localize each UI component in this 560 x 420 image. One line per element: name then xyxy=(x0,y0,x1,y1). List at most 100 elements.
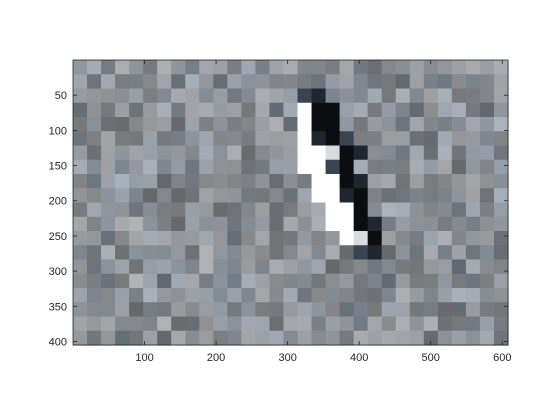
background-pixel xyxy=(255,302,271,318)
background-pixel xyxy=(115,330,130,346)
background-pixel xyxy=(493,60,509,75)
background-pixel xyxy=(73,145,88,161)
background-pixel xyxy=(381,330,397,346)
background-pixel xyxy=(157,288,172,303)
background-pixel xyxy=(479,330,495,346)
background-pixel xyxy=(157,145,172,161)
background-pixel xyxy=(297,273,313,289)
bird-pixel xyxy=(297,159,313,175)
background-pixel xyxy=(479,245,495,261)
background-pixel xyxy=(115,259,130,275)
background-pixel xyxy=(353,88,369,104)
background-pixel xyxy=(381,259,397,275)
background-pixel xyxy=(213,245,228,261)
background-pixel xyxy=(409,259,425,275)
background-pixel xyxy=(325,245,341,261)
bird-pixel xyxy=(367,231,383,246)
background-pixel xyxy=(451,245,467,261)
background-pixel xyxy=(437,88,453,104)
background-pixel xyxy=(143,288,158,303)
background-pixel xyxy=(73,74,88,90)
background-pixel xyxy=(115,145,130,161)
background-pixel xyxy=(129,273,144,289)
background-pixel xyxy=(283,330,299,346)
background-pixel xyxy=(73,245,88,261)
background-pixel xyxy=(367,159,383,175)
background-pixel xyxy=(493,288,509,303)
background-pixel xyxy=(381,74,397,90)
background-pixel xyxy=(255,131,271,147)
background-pixel xyxy=(171,216,186,232)
background-pixel xyxy=(185,245,200,261)
background-pixel xyxy=(213,145,228,161)
background-pixel xyxy=(115,131,130,147)
background-pixel xyxy=(269,330,285,346)
background-pixel xyxy=(157,245,172,261)
background-pixel xyxy=(325,330,341,346)
background-pixel xyxy=(255,216,271,232)
y-tick-label: 150 xyxy=(49,161,67,173)
background-pixel xyxy=(325,231,341,246)
bird-pixel xyxy=(325,102,341,118)
background-pixel xyxy=(283,273,299,289)
background-pixel xyxy=(143,202,158,218)
background-pixel xyxy=(409,302,425,318)
background-pixel xyxy=(367,188,383,204)
background-pixel xyxy=(255,188,271,204)
background-pixel xyxy=(437,74,453,90)
background-pixel xyxy=(213,259,228,275)
background-pixel xyxy=(241,302,257,318)
background-pixel xyxy=(87,174,102,189)
background-pixel xyxy=(143,174,158,189)
background-pixel xyxy=(115,231,130,246)
background-pixel xyxy=(381,60,397,75)
bird-pixel xyxy=(325,216,341,232)
background-pixel xyxy=(101,302,116,318)
background-pixel xyxy=(101,102,116,118)
background-pixel xyxy=(269,302,285,318)
background-pixel xyxy=(157,102,172,118)
background-pixel xyxy=(283,316,299,332)
background-pixel xyxy=(451,216,467,232)
background-pixel xyxy=(465,316,481,332)
background-pixel xyxy=(157,259,172,275)
background-pixel xyxy=(353,60,369,75)
background-pixel xyxy=(465,131,481,147)
background-pixel xyxy=(115,302,130,318)
background-pixel xyxy=(269,259,285,275)
background-pixel xyxy=(241,60,257,75)
background-pixel xyxy=(297,216,313,232)
background-pixel xyxy=(199,88,214,104)
background-pixel xyxy=(87,316,102,332)
background-pixel xyxy=(241,159,257,175)
background-pixel xyxy=(269,102,285,118)
background-pixel xyxy=(409,88,425,104)
background-pixel xyxy=(241,102,257,118)
bird-pixel xyxy=(367,216,383,232)
background-pixel xyxy=(283,231,299,246)
background-pixel xyxy=(465,117,481,132)
bird-pixel xyxy=(353,245,369,261)
background-pixel xyxy=(129,245,144,261)
background-pixel xyxy=(409,159,425,175)
background-pixel xyxy=(423,202,439,218)
background-pixel xyxy=(227,159,242,175)
background-pixel xyxy=(73,302,88,318)
bird-pixel xyxy=(311,159,327,175)
bird-pixel xyxy=(297,131,313,147)
background-pixel xyxy=(227,188,242,204)
background-pixel xyxy=(73,316,88,332)
background-pixel xyxy=(437,131,453,147)
background-pixel xyxy=(185,231,200,246)
background-pixel xyxy=(227,174,242,189)
background-pixel xyxy=(465,60,481,75)
background-pixel xyxy=(157,202,172,218)
background-pixel xyxy=(87,60,102,75)
background-pixel xyxy=(479,316,495,332)
background-pixel xyxy=(157,117,172,132)
background-pixel xyxy=(423,216,439,232)
background-pixel xyxy=(283,216,299,232)
background-pixel xyxy=(311,60,327,75)
x-tick-label: 300 xyxy=(278,352,296,364)
background-pixel xyxy=(367,131,383,147)
